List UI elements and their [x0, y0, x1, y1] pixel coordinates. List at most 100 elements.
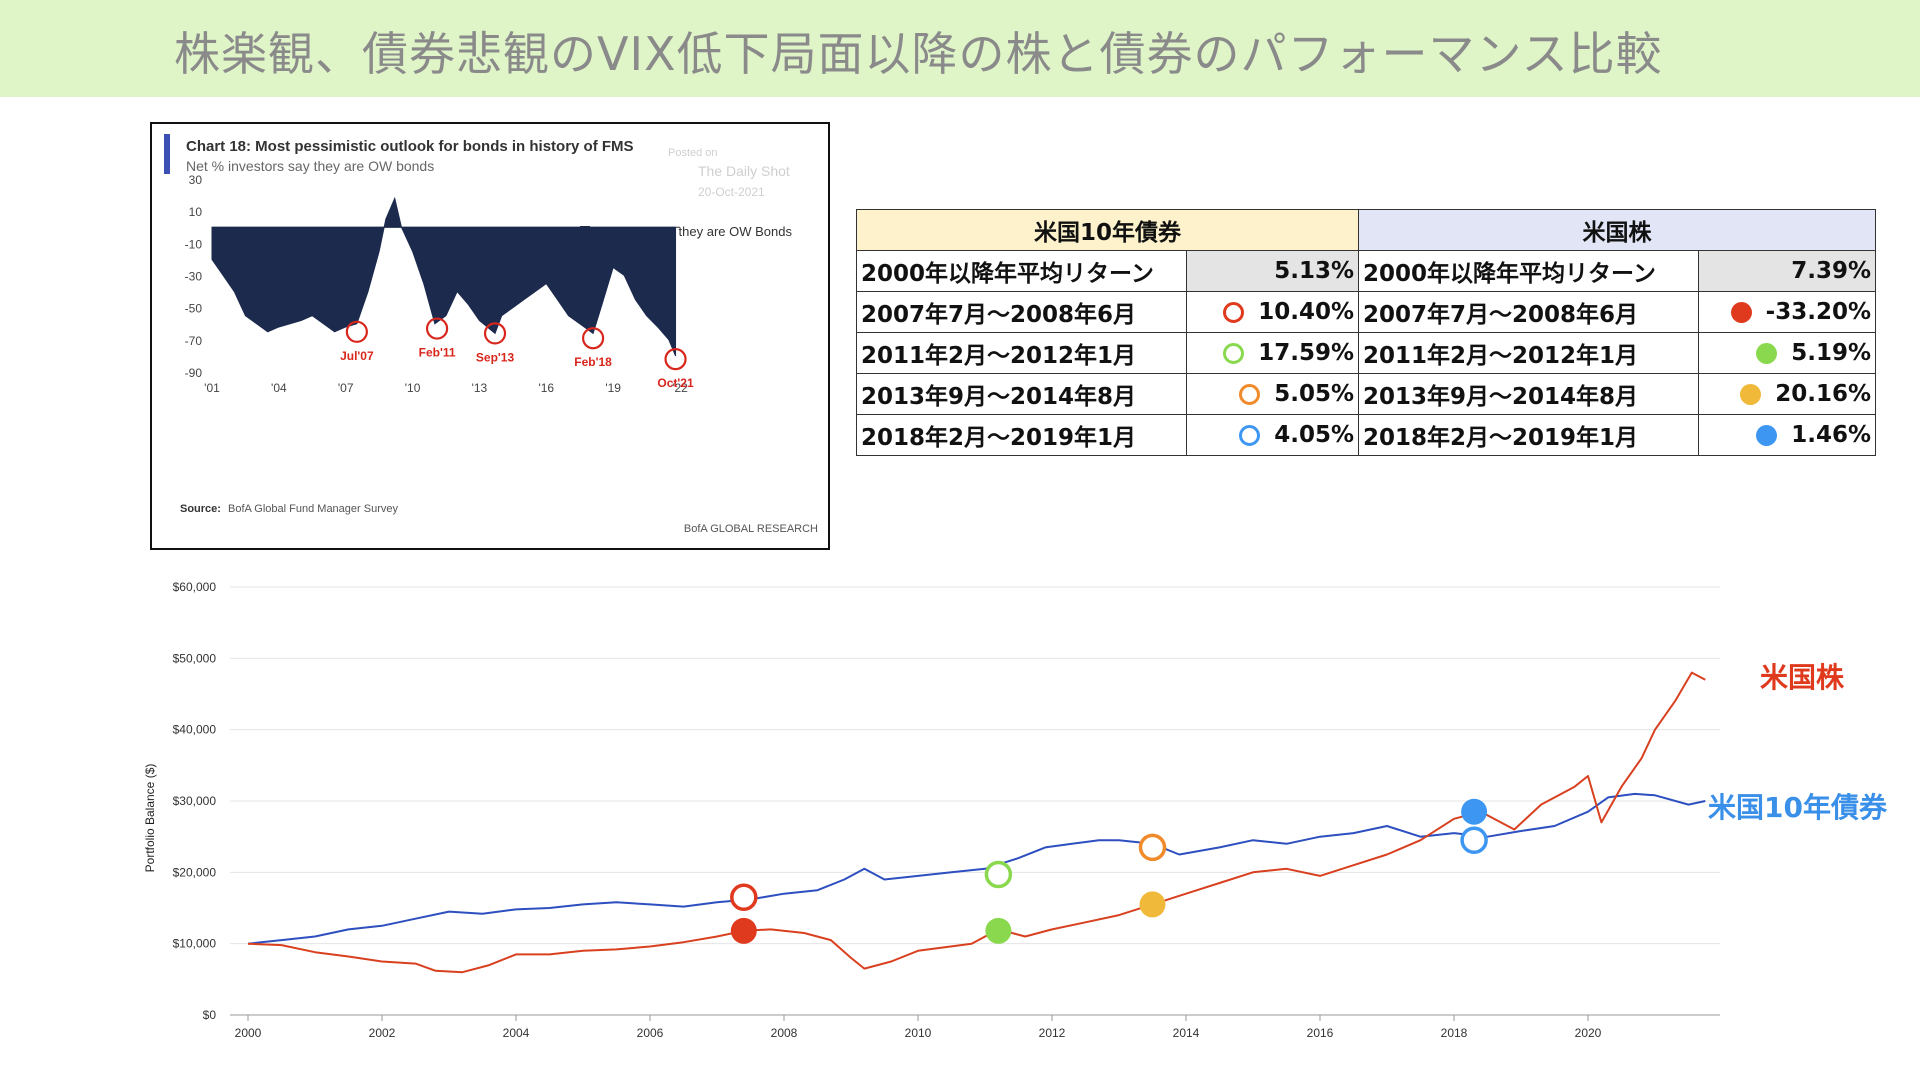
main-x-tick: 2016: [1307, 1026, 1334, 1040]
cell-text: 20.16%: [1775, 381, 1871, 407]
stock-return-value: 20.16%: [1698, 373, 1876, 415]
main-y-tick: $10,000: [173, 937, 217, 951]
main-series-line: [247, 671, 1706, 974]
main-ring-marker: [984, 860, 1013, 889]
fms-watermark-name: The Daily Shot: [698, 163, 790, 179]
main-ring-marker: [1138, 833, 1167, 862]
fms-x-tick: '16: [538, 381, 554, 395]
stock-return-value: 7.39%: [1698, 250, 1876, 292]
fms-annotation-circle: [581, 327, 605, 350]
main-y-tick: $20,000: [173, 865, 217, 879]
filled-marker-icon: [1756, 343, 1778, 364]
fms-y-tick: -50: [185, 302, 203, 316]
bond-period-label: 2018年2月～2019年1月: [856, 414, 1187, 456]
fms-x-tick: '04: [271, 381, 287, 395]
page-title: 株楽観、債券悲観のVIX低下局面以降の株と債券のパフォーマンス比較: [174, 27, 1663, 81]
stock-period-label: 2013年9月～2014年8月: [1358, 373, 1699, 415]
fms-chart-panel: Chart 18: Most pessimistic outlook for b…: [150, 122, 830, 550]
cell-text: 2013年9月～2014年8月: [861, 384, 1137, 410]
cell-text: 7.39%: [1791, 258, 1871, 284]
main-y-axis: $0 $10,000 $20,000 $30,000 $40,000 $50,000 $60…: [173, 580, 217, 1022]
bond-return-value: 5.05%: [1186, 373, 1359, 415]
portfolio-chart: $0 $10,000 $20,000 $30,000 $40,000 $50,000 $60…: [143, 580, 1888, 1040]
main-x-tick: 2020: [1575, 1026, 1602, 1040]
main-filled-marker: [985, 917, 1012, 944]
bond-return-value: 5.13%: [1186, 250, 1359, 292]
main-x-tick: 2004: [503, 1026, 530, 1040]
cell-text: 5.05%: [1274, 381, 1354, 407]
fms-subtitle: Net % investors say they are OW bonds: [186, 158, 434, 174]
fms-watermark-posted: Posted on: [668, 147, 718, 159]
bond-period-label: 2000年以降年平均リターン: [856, 250, 1187, 292]
fms-area: [211, 196, 680, 357]
fms-y-tick: -30: [185, 270, 203, 284]
ring-marker-icon: [1239, 384, 1261, 405]
fms-x-tick: '19: [605, 381, 621, 395]
fms-accent-bar: [164, 134, 170, 174]
cell-text: 2018年2月～2019年1月: [1363, 425, 1639, 451]
cell-text: 2011年2月～2012年1月: [861, 343, 1137, 369]
filled-marker-icon: [1756, 425, 1778, 446]
fms-y-tick: 30: [189, 173, 203, 187]
cell-text: 2000年以降年平均リターン: [1363, 261, 1656, 287]
table-row: 2018年2月～2019年1月 4.05% 2018年2月～2019年1月 1.46%: [856, 414, 1876, 456]
cell-text: 10.40%: [1258, 299, 1354, 325]
ring-marker-icon: [1239, 425, 1261, 446]
fms-source: BofA Global Fund Manager Survey: [228, 503, 398, 515]
fms-x-tick: '10: [405, 381, 421, 395]
main-x-tick: 2002: [369, 1026, 396, 1040]
fms-annotation-label: Sep'13: [476, 350, 515, 364]
fms-annotation-label: Feb'18: [574, 355, 612, 369]
main-y-tick: $50,000: [173, 651, 217, 665]
table-row: 2013年9月～2014年8月 5.05% 2013年9月～2014年8月 20.16…: [856, 373, 1876, 415]
cell-text: 5.19%: [1791, 340, 1871, 366]
main-filled-marker: [730, 917, 757, 944]
fms-y-tick: -90: [185, 366, 203, 380]
fms-x-tick: '01: [204, 381, 220, 395]
bond-period-label: 2011年2月～2012年1月: [856, 332, 1187, 374]
bond-series-label: 米国10年債券: [1708, 791, 1888, 824]
fms-y-tick: 10: [189, 205, 203, 219]
fms-x-tick: '13: [472, 381, 488, 395]
stock-series-label: 米国株: [1760, 661, 1845, 694]
fms-annotation-label: Feb'11: [419, 346, 456, 360]
title-bar: 株楽観、債券悲観のVIX低下局面以降の株と債券のパフォーマンス比較: [0, 0, 1920, 97]
fms-source-label: Source:: [180, 503, 221, 515]
main-y-tick: $40,000: [173, 723, 217, 737]
fms-x-tick: '07: [338, 381, 354, 395]
main-x-tick: 2000: [235, 1026, 262, 1040]
fms-chart-svg: Chart 18: Most pessimistic outlook for b…: [164, 134, 818, 535]
table-row: 2011年2月～2012年1月 17.59% 2011年2月～2012年1月 5.19…: [856, 332, 1876, 374]
main-markers: [730, 798, 1488, 944]
main-y-tick: $30,000: [173, 794, 217, 808]
fms-y-tick: -10: [185, 237, 203, 251]
fms-brand: BofA GLOBAL RESEARCH: [684, 523, 818, 535]
fms-annotations: Jul'07 Feb'11 Sep'13 Feb'18 Oct'21: [340, 317, 694, 390]
stock-return-value: 5.19%: [1698, 332, 1876, 374]
table-body: 2000年以降年平均リターン 5.13% 2000年以降年平均リターン 7.39% 20…: [856, 250, 1876, 456]
main-series-line: [247, 792, 1706, 945]
performance-table: 米国10年債券 米国株 2000年以降年平均リターン 5.13% 2000年以降年平…: [856, 209, 1876, 456]
main-lines: [247, 671, 1706, 974]
main-x-tick: 2006: [637, 1026, 664, 1040]
cell-text: 17.59%: [1258, 340, 1354, 366]
fms-annotation-circle: [425, 317, 449, 340]
fms-watermark-date: 20-Oct-2021: [698, 185, 765, 199]
cell-text: 2000年以降年平均リターン: [861, 261, 1154, 287]
cell-text: 5.13%: [1274, 258, 1354, 284]
fms-annotation-label: Oct'21: [657, 376, 694, 390]
cell-text: 2013年9月～2014年8月: [1363, 384, 1639, 410]
ring-marker-icon: [1223, 302, 1245, 323]
filled-marker-icon: [1730, 302, 1752, 323]
cell-text: 2011年2月～2012年1月: [1363, 343, 1639, 369]
fms-series-area: [211, 196, 677, 357]
stock-period-label: 2007年7月～2008年6月: [1358, 291, 1699, 333]
table-row: 2007年7月～2008年6月 10.40% 2007年7月～2008年6月 -33.…: [856, 291, 1876, 333]
bond-period-label: 2013年9月～2014年8月: [856, 373, 1187, 415]
main-grid: [230, 586, 1720, 1016]
main-x-tick: 2010: [905, 1026, 932, 1040]
bond-return-value: 4.05%: [1186, 414, 1359, 456]
fms-x-axis: '01 '04 '07 '10 '13 '16 '19 '22: [204, 381, 688, 395]
fms-y-tick: -70: [185, 334, 203, 348]
cell-text: 1.46%: [1791, 422, 1871, 448]
